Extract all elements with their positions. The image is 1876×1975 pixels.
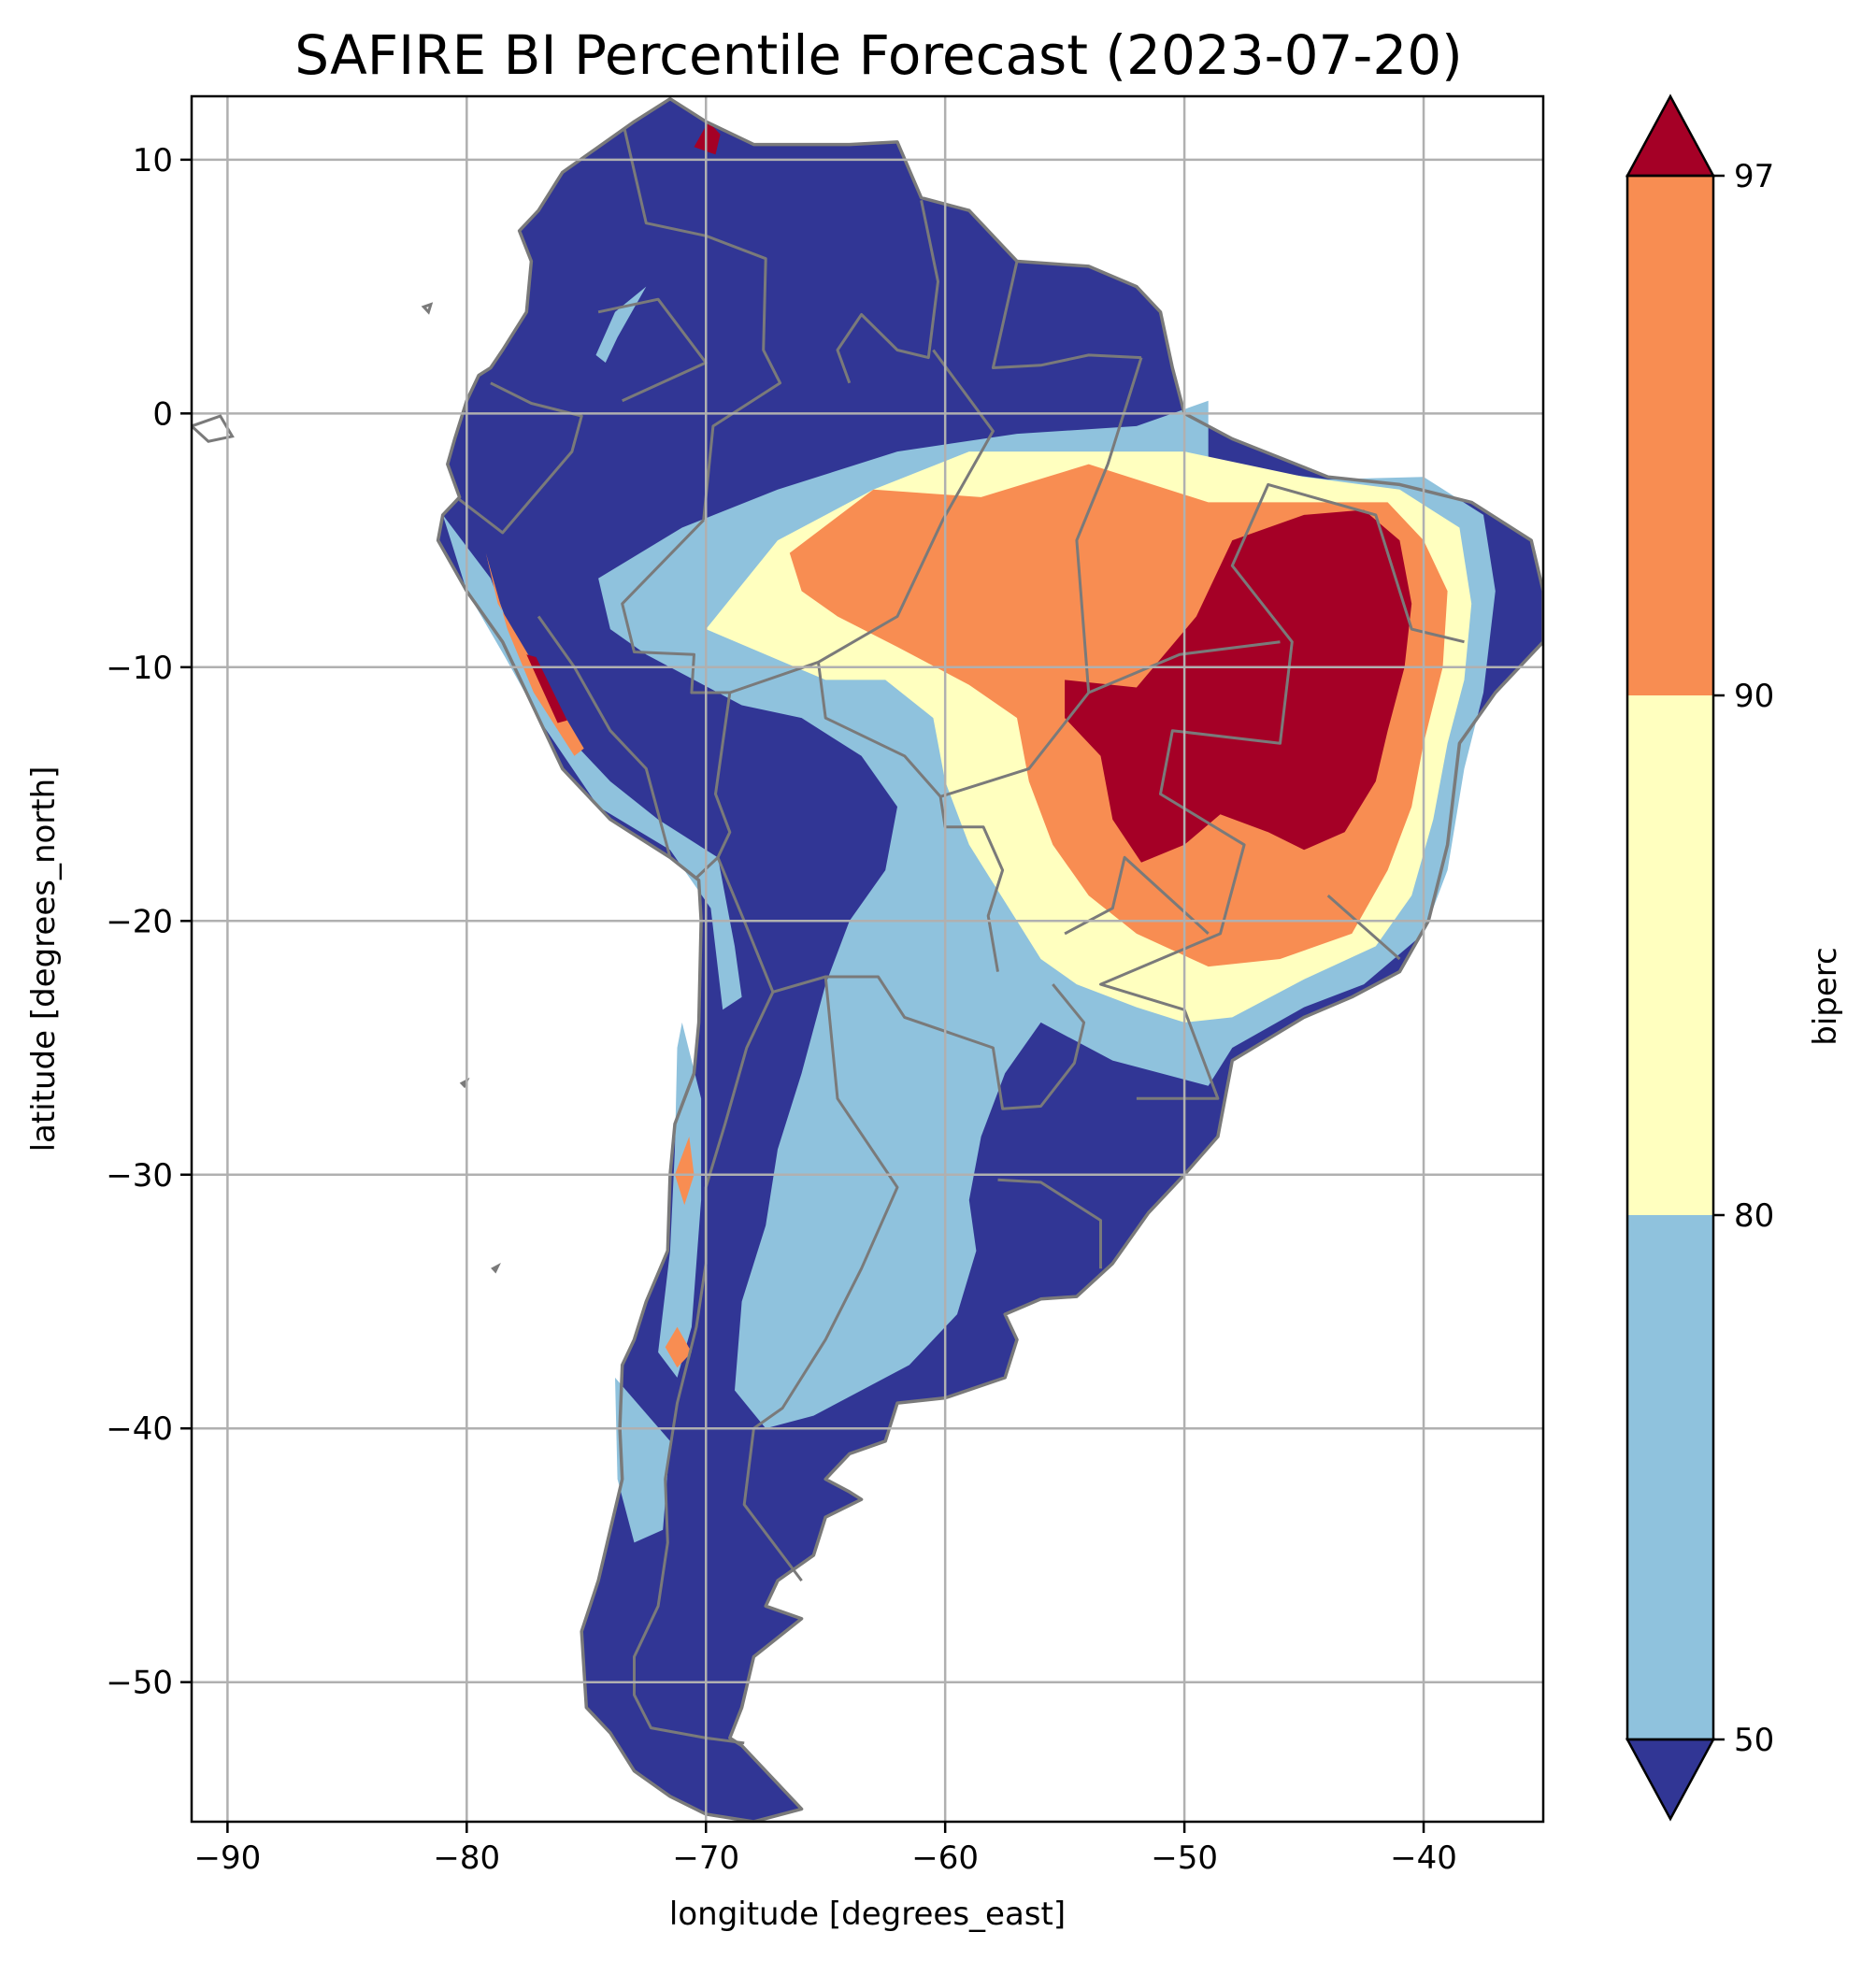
y-tick-label: −50: [106, 1665, 173, 1702]
border-line: [716, 856, 1086, 1110]
colorbar: 50 80 90 97: [1625, 93, 1774, 1822]
border-line: [836, 199, 939, 384]
island-outline: [421, 302, 434, 315]
x-axis-ticks: −90 −80 −70 −60 −50 −40: [194, 1822, 1457, 1877]
risk-zone-p50_80: [615, 1377, 670, 1543]
border-line: [537, 615, 672, 858]
border-line: [1326, 894, 1401, 961]
border-line: [817, 349, 995, 664]
coastline: [436, 96, 1543, 1822]
island-outline: [491, 1263, 501, 1274]
risk-zone-above_97: [526, 654, 567, 723]
y-tick-label: −10: [106, 650, 173, 687]
border-line: [729, 660, 1005, 972]
border-line: [621, 519, 732, 880]
colorbar-tick-label: 97: [1734, 158, 1774, 195]
colorbar-extend-min: [1625, 1738, 1716, 1822]
x-tick-label: −70: [672, 1839, 739, 1877]
y-tick-label: 10: [133, 142, 173, 179]
risk-zone-p50_80: [658, 1022, 702, 1378]
x-tick-label: −80: [433, 1839, 500, 1877]
map-layer: [192, 96, 1543, 1822]
y-axis-label: latitude [degrees_north]: [25, 766, 63, 1152]
colorbar-bin: [1627, 176, 1713, 695]
gridlines: [192, 96, 1543, 1822]
border-line: [991, 261, 1142, 369]
risk-zone-p50_80: [442, 514, 742, 1010]
border-line: [633, 991, 775, 1745]
x-tick-label: −40: [1390, 1839, 1457, 1877]
border-line: [742, 976, 899, 1582]
island-outline: [459, 1077, 470, 1089]
border-line: [623, 128, 782, 521]
colorbar-frame: [1625, 174, 1715, 1741]
x-tick-label: −50: [1151, 1839, 1218, 1877]
colorbar-bin: [1627, 1215, 1713, 1739]
y-tick-label: −30: [106, 1157, 173, 1195]
risk-zone-p90_97: [675, 1137, 695, 1206]
border-line: [997, 1178, 1102, 1269]
chart-title: SAFIRE BI Percentile Forecast (2023-07-2…: [294, 23, 1463, 87]
border-line: [458, 381, 583, 535]
colorbar-extend-max: [1625, 93, 1716, 178]
x-tick-label: −90: [194, 1839, 262, 1877]
colorbar-tick-label: 90: [1734, 678, 1774, 715]
y-tick-label: 0: [152, 395, 173, 433]
y-tick-label: −40: [106, 1410, 173, 1448]
plot-frame: [190, 94, 1545, 1824]
colorbar-tick-label: 80: [1734, 1197, 1774, 1235]
risk-zone-p90_97: [665, 1326, 692, 1368]
border-line: [1099, 482, 1465, 1100]
plot-area: −90 −80 −70 −60 −50 −40 10 0 −10 −20 −30 −40 −50: [106, 94, 1545, 1877]
y-tick-label: −20: [106, 903, 173, 940]
risk-zone-above_97: [1065, 509, 1412, 863]
border-line: [1075, 357, 1143, 694]
colorbar-label: biperc: [1807, 947, 1844, 1045]
island-outline: [192, 414, 235, 443]
y-axis-ticks: 10 0 −10 −20 −30 −40 −50: [106, 142, 192, 1702]
risk-zone-p90_97: [485, 552, 584, 756]
border-line: [597, 297, 708, 403]
x-tick-label: −60: [911, 1839, 979, 1877]
colorbar-bin: [1627, 695, 1713, 1215]
x-axis-label: longitude [degrees_east]: [669, 1896, 1066, 1933]
colorbar-tick-label: 50: [1734, 1722, 1774, 1759]
risk-zone-above_97: [694, 122, 721, 155]
